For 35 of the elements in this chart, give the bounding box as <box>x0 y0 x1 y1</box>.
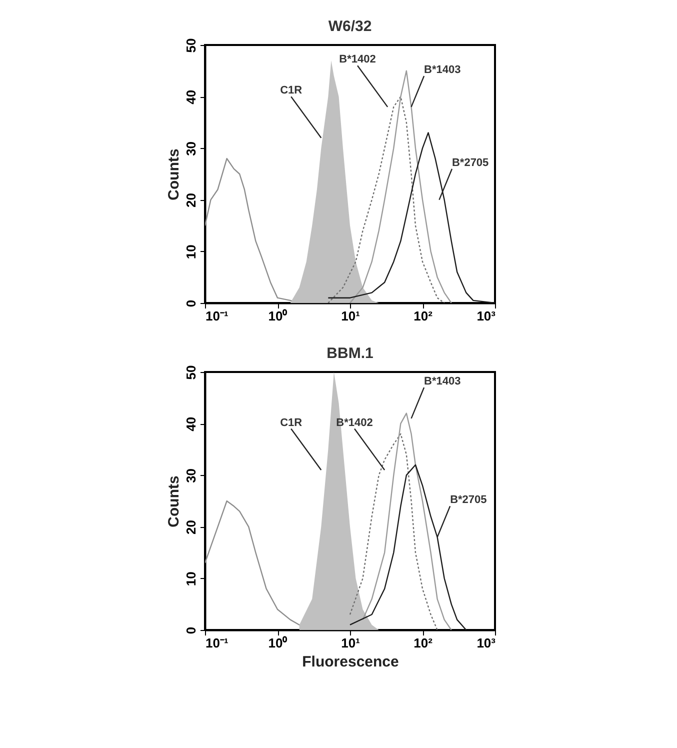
y-tick-label: 10 <box>184 244 198 260</box>
x-tick-label: 10¹ <box>341 636 360 650</box>
y-tick-label: 40 <box>184 416 198 432</box>
annotation: B*1403 <box>424 375 461 388</box>
y-tick-label: 40 <box>184 90 198 104</box>
y-tick-label: 0 <box>184 300 198 308</box>
x-tick-label: 10⁰ <box>268 636 288 650</box>
chart-title: W6/32 <box>328 18 372 35</box>
y-tick-label: 50 <box>184 38 198 53</box>
x-tick-label: 10¹ <box>341 308 360 324</box>
x-tick-label: 10⁻¹ <box>206 308 228 324</box>
y-tick-label: 20 <box>184 193 198 208</box>
annotation: C1R <box>280 416 302 429</box>
x-axis-title: Fluorescence <box>302 654 399 670</box>
x-tick-label: 10³ <box>476 308 496 324</box>
x-tick-label: 10⁰ <box>268 308 288 324</box>
annotation: B*2705 <box>450 494 487 506</box>
x-tick-label: 10³ <box>476 636 496 650</box>
x-tick-label: 10² <box>414 308 434 324</box>
y-axis-title: Counts <box>166 148 182 200</box>
annotation: B*2705 <box>452 156 489 169</box>
annotation: B*1402 <box>339 54 376 66</box>
annotation: C1R <box>280 84 302 97</box>
chart-title: BBM.1 <box>326 344 374 362</box>
y-tick-label: 30 <box>184 468 198 483</box>
x-tick-label: 10² <box>414 636 434 650</box>
annotation: B*1403 <box>424 64 461 76</box>
y-tick-label: 50 <box>184 365 198 380</box>
annotation: B*1402 <box>336 416 373 429</box>
y-axis-title: Counts <box>166 476 182 528</box>
x-tick-label: 10⁻¹ <box>206 636 228 650</box>
y-tick-label: 20 <box>184 520 198 535</box>
y-tick-label: 10 <box>184 572 198 586</box>
y-tick-label: 30 <box>184 141 198 156</box>
y-tick-label: 0 <box>184 626 198 634</box>
